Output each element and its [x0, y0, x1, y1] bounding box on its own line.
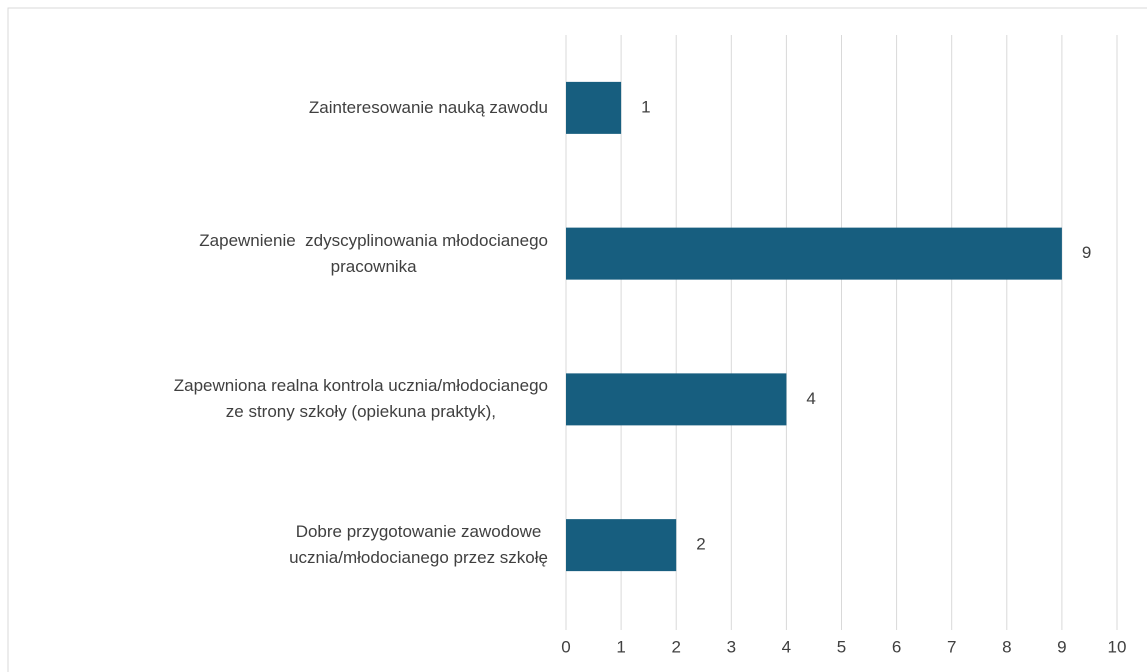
category-label: Zainteresowanie nauką zawodu	[308, 97, 548, 117]
x-tick-label: 2	[671, 637, 680, 656]
x-tick-label: 9	[1057, 637, 1066, 656]
x-tick-label: 7	[947, 637, 956, 656]
x-tick-label: 10	[1108, 637, 1127, 656]
bar	[566, 373, 787, 426]
x-tick-label: 6	[892, 637, 901, 656]
category-label: Zapewnienie zdyscyplinowania młodocianeg…	[199, 230, 548, 276]
category-label: Zapewniona realna kontrola ucznia/młodoc…	[173, 376, 548, 422]
x-tick-label: 3	[727, 637, 736, 656]
bar	[566, 81, 622, 134]
data-label: 4	[806, 389, 815, 408]
data-label: 1	[641, 97, 650, 116]
data-label: 9	[1082, 243, 1091, 262]
x-tick-label: 4	[782, 637, 791, 656]
x-tick-label: 1	[616, 637, 625, 656]
x-tick-label: 5	[837, 637, 846, 656]
data-label: 2	[696, 535, 705, 554]
bar	[566, 519, 677, 572]
x-tick-label: 8	[1002, 637, 1011, 656]
category-label: Dobre przygotowanie zawodowe ucznia/młod…	[289, 522, 548, 568]
x-tick-label: 0	[561, 637, 570, 656]
frame	[7, 7, 1147, 672]
bar	[566, 227, 1062, 280]
